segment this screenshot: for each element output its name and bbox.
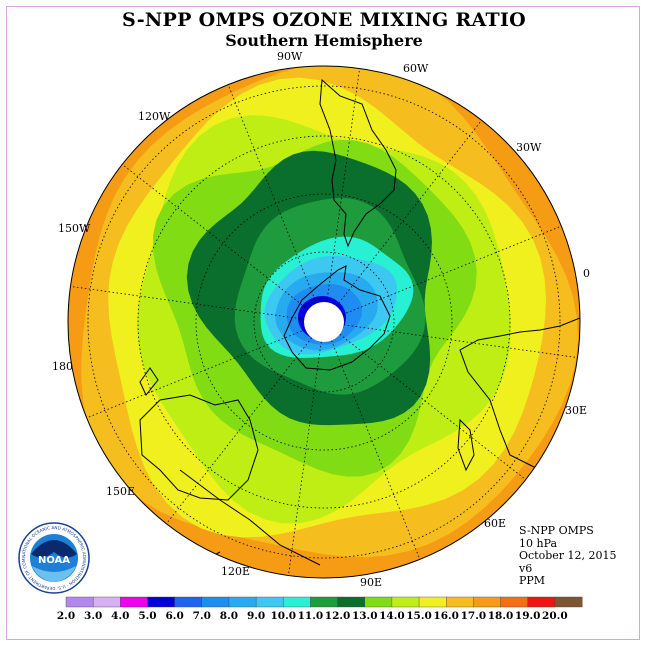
colorbar-swatch: [255, 596, 284, 608]
meridian-line: [323, 321, 426, 573]
colorbar-swatch: [228, 596, 257, 608]
lon-label-60e: 60E: [484, 517, 506, 530]
meridian-line: [157, 321, 325, 536]
meridian-line: [73, 321, 325, 424]
colorbar-tick-label: 15.0: [406, 610, 432, 622]
colorbar-tick-label: 16.0: [433, 610, 459, 622]
colorbar-swatch: [527, 596, 556, 608]
latitude-circle: [253, 251, 395, 393]
colorbar-tick-label: 9.0: [247, 610, 265, 622]
meridian-line: [323, 220, 575, 323]
coastline: [319, 78, 397, 248]
logo-text: NOAA: [38, 555, 70, 566]
lon-label-90e: 90E: [360, 576, 382, 589]
colorbar-swatch: [283, 596, 311, 608]
meridian-line: [323, 66, 362, 323]
lon-label-90w: 90W: [277, 50, 303, 63]
map-boundary: [67, 65, 581, 579]
meridian-line: [323, 321, 538, 489]
colorbar-tick-label: 10.0: [270, 610, 296, 622]
colorbar-swatch: [92, 596, 121, 608]
coastline: [457, 418, 475, 472]
meridian-line: [68, 284, 325, 323]
colorbar-swatch: [364, 596, 393, 608]
latitude-circle: [137, 135, 511, 509]
product-info: S-NPP OMPS 10 hPa October 12, 2015 v6 PP…: [519, 524, 617, 588]
lon-label-150e: 150E: [106, 485, 135, 498]
colorbar-tick-label: 12.0: [325, 610, 351, 622]
colorbar-swatch: [473, 596, 502, 608]
colorbar-tick-label: 14.0: [379, 610, 405, 622]
colorbar-swatch: [391, 596, 420, 608]
lon-label-120e: 120E: [221, 565, 250, 578]
map-subtitle: Southern Hemisphere: [225, 31, 423, 50]
colorbar-tick-label: 7.0: [193, 610, 211, 622]
colorbar-tick-label: 3.0: [84, 610, 102, 622]
colorbar-tick-label: 2.0: [57, 610, 75, 622]
coastline: [283, 265, 391, 371]
colorbar-swatch: [337, 596, 366, 608]
logo-bird-icon: [31, 540, 77, 558]
lon-label-120w: 120W: [138, 110, 171, 123]
info-level: 10 hPa: [519, 536, 558, 550]
lon-label-30w: 30W: [516, 141, 542, 154]
info-version: v6: [519, 561, 533, 575]
logo-wave-icon: [32, 566, 76, 582]
colorbar-tick-label: 11.0: [298, 610, 324, 622]
lon-label-150w: 150W: [58, 222, 91, 235]
latitude-circle: [87, 85, 561, 559]
coastline: [139, 394, 259, 501]
colorbar-swatch: [310, 596, 339, 608]
colorbar-tick-label: 6.0: [165, 610, 183, 622]
colorbar-tick-label: 13.0: [352, 610, 378, 622]
colorbar-swatch: [201, 596, 230, 608]
latitude-circle: [195, 193, 453, 451]
map-title: S-NPP OMPS OZONE MIXING RATIO: [121, 9, 527, 31]
colorbar-swatch: [147, 596, 176, 608]
colorbar-tick-label: 18.0: [488, 610, 514, 622]
colorbar-swatch: [120, 596, 148, 608]
colorbar-swatch: [446, 596, 474, 608]
colorbar-swatch: [500, 596, 529, 608]
colorbar-tick-label: 5.0: [138, 610, 156, 622]
coastline: [459, 317, 580, 481]
lon-label-180: 180: [52, 360, 73, 373]
colorbar-tick-label: 17.0: [461, 610, 487, 622]
meridian-line: [323, 321, 580, 360]
colorbar-tick-label: 4.0: [111, 610, 129, 622]
info-date: October 12, 2015: [519, 549, 617, 562]
meridian-line: [323, 108, 491, 323]
ozone-field: [68, 66, 580, 578]
meridian-line: [286, 321, 325, 578]
noaa-logo: NATIONAL OCEANIC AND ATMOSPHERIC ADMINIS…: [18, 522, 90, 594]
colorbar-swatch: [65, 596, 94, 608]
lon-label-30e: 30E: [565, 404, 587, 417]
meridian-line: [222, 71, 325, 323]
polar-data-gap: [304, 302, 344, 342]
figure-frame: [6, 6, 640, 640]
lon-label-0: 0: [583, 267, 590, 280]
coastline: [139, 367, 159, 396]
lon-label-60w: 60W: [403, 62, 429, 75]
coastline: [179, 469, 321, 566]
colorbar-tick-label: 8.0: [220, 610, 238, 622]
meridian-line: [110, 155, 325, 323]
colorbar-swatch: [174, 596, 203, 608]
colorbar-swatch: [554, 596, 583, 608]
colorbar-swatch: [418, 596, 447, 608]
info-units: PPM: [519, 574, 546, 587]
colorbar-tick-label: 20.0: [542, 610, 568, 622]
colorbar-tick-label: 19.0: [515, 610, 541, 622]
info-instrument: S-NPP OMPS: [519, 524, 594, 537]
